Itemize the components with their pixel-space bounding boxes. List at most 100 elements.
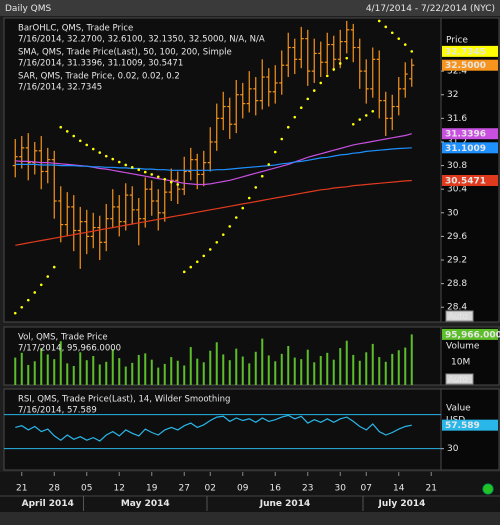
- y-tick-label: 29.6: [447, 232, 467, 242]
- sar-dot: [345, 56, 349, 60]
- sar-dot: [390, 31, 394, 35]
- volume-bar: [144, 353, 147, 385]
- sar-dot: [358, 118, 362, 121]
- volume-bar: [222, 354, 225, 385]
- volume-bar: [85, 360, 88, 385]
- plot-area: [3, 388, 442, 471]
- legend-name: Vol, QMS, Trade Price: [18, 333, 108, 343]
- auto-button[interactable]: [445, 310, 474, 322]
- volume-bar: [118, 358, 121, 385]
- sar-dot: [72, 134, 76, 138]
- volume-bar: [300, 359, 303, 385]
- legend-name: SAR, QMS, Trade Price, 0.02, 0.02, 0.2: [18, 72, 180, 82]
- sar-dot: [78, 139, 82, 143]
- volume-bar: [306, 349, 309, 385]
- volume-bar: [20, 352, 23, 385]
- month-label: April 2014: [22, 499, 74, 509]
- sar-dot: [130, 166, 134, 169]
- sar-dot: [312, 89, 316, 92]
- sar-dot: [124, 163, 128, 167]
- volume-bar: [150, 359, 153, 385]
- volume-bar: [27, 364, 30, 385]
- sar-dot: [104, 154, 108, 158]
- sar-dot: [20, 305, 24, 309]
- x-tick-label: 28: [49, 484, 61, 494]
- sar-dot: [260, 174, 264, 178]
- sar-dot: [13, 311, 17, 315]
- volume-bar: [397, 350, 400, 385]
- sar-dot: [410, 50, 414, 53]
- last-value-box: [442, 328, 498, 340]
- volume-bar: [46, 354, 49, 385]
- sar-dot: [332, 68, 336, 71]
- auto-button-label[interactable]: Auto: [448, 312, 468, 322]
- volume-bar: [14, 357, 17, 385]
- volume-bar: [79, 352, 82, 385]
- sar-dot: [397, 37, 401, 40]
- volume-bar: [202, 362, 205, 385]
- legend-values: 7/16/2014, 32.2700, 32.6100, 32.1350, 32…: [18, 35, 265, 45]
- volume-bar: [241, 356, 244, 385]
- x-tick-label: 12: [114, 484, 125, 494]
- x-tick-label: 16: [270, 484, 282, 494]
- sar-dot: [371, 109, 375, 113]
- y-tick-label: 28.8: [447, 279, 467, 289]
- x-tick-label: 07: [361, 484, 372, 494]
- axis-title: Volume: [446, 342, 480, 352]
- volume-bar: [326, 352, 329, 385]
- volume-bar: [98, 364, 101, 385]
- sar-dot: [85, 143, 89, 147]
- status-indicator[interactable]: [482, 483, 494, 495]
- month-label: July 2014: [378, 499, 426, 509]
- last-value-label: 95,966.0000: [445, 330, 500, 340]
- sar-dot: [247, 196, 251, 200]
- y-tick-label: 30.4: [447, 185, 467, 195]
- sar-dot: [280, 137, 284, 141]
- last-value-box: [442, 59, 498, 71]
- sar-dot: [377, 19, 381, 23]
- volume-bar: [267, 355, 270, 385]
- volume-bar: [59, 341, 62, 385]
- y-tick-label: 32.4: [447, 67, 467, 77]
- volume-bar: [280, 353, 283, 385]
- legend-name: RSI, QMS, Trade Price(Last), 14, Wilder …: [18, 395, 230, 405]
- sar-dot: [39, 283, 43, 287]
- volume-bar: [404, 347, 407, 385]
- sar-dot: [208, 248, 212, 251]
- volume-bar: [319, 356, 322, 385]
- volume-bar: [137, 354, 140, 385]
- y-tick-label: 32: [447, 90, 458, 100]
- volume-bar: [261, 338, 264, 385]
- last-value-box: [442, 128, 498, 140]
- volume-bar: [293, 357, 296, 385]
- sar-dot: [273, 150, 277, 154]
- x-tick-label: 05: [81, 484, 92, 494]
- last-value-label: 31.1009: [445, 144, 486, 154]
- sar-dot: [351, 122, 355, 126]
- volume-bar: [170, 357, 173, 385]
- sar-dot: [286, 125, 290, 129]
- auto-button-label[interactable]: Auto: [448, 375, 468, 385]
- volume-bar: [313, 362, 316, 385]
- rsi-line: [15, 414, 412, 442]
- sar-dot: [189, 265, 193, 269]
- volume-bar: [248, 363, 251, 385]
- axis-text: 10M: [451, 358, 470, 368]
- volume-bar: [287, 345, 290, 385]
- sar-dot: [319, 81, 323, 85]
- volume-bar: [157, 367, 160, 385]
- sar-dot: [163, 177, 167, 181]
- auto-button[interactable]: [445, 373, 474, 385]
- sar-dot: [98, 151, 102, 154]
- volume-bar: [40, 348, 43, 385]
- title-bar: [0, 0, 500, 16]
- sar-dot: [403, 43, 407, 46]
- sar-dot: [241, 206, 245, 210]
- volume-bar: [176, 360, 179, 385]
- volume-bar: [410, 334, 413, 385]
- last-value-label: 31.3396: [445, 130, 486, 140]
- volume-bar: [209, 350, 212, 385]
- y-tick-label: 30: [447, 208, 459, 218]
- sar-dot: [293, 115, 297, 119]
